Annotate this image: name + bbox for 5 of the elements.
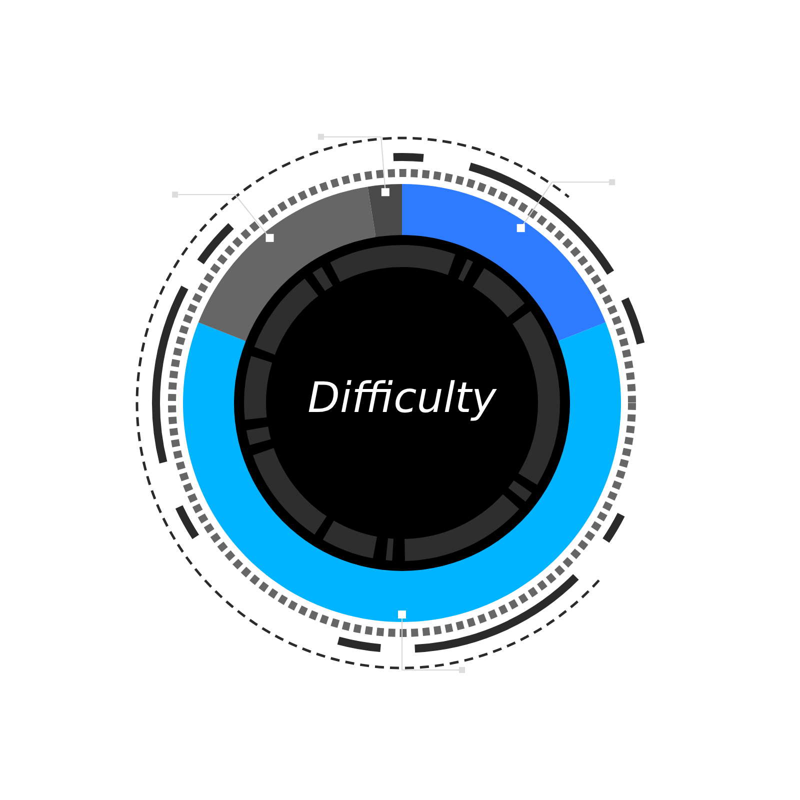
donut-slice (183, 322, 621, 622)
donut-slice (368, 184, 402, 238)
donut-slice (198, 186, 376, 342)
text: Difficulty (306, 373, 498, 423)
donut-slice (402, 184, 606, 342)
